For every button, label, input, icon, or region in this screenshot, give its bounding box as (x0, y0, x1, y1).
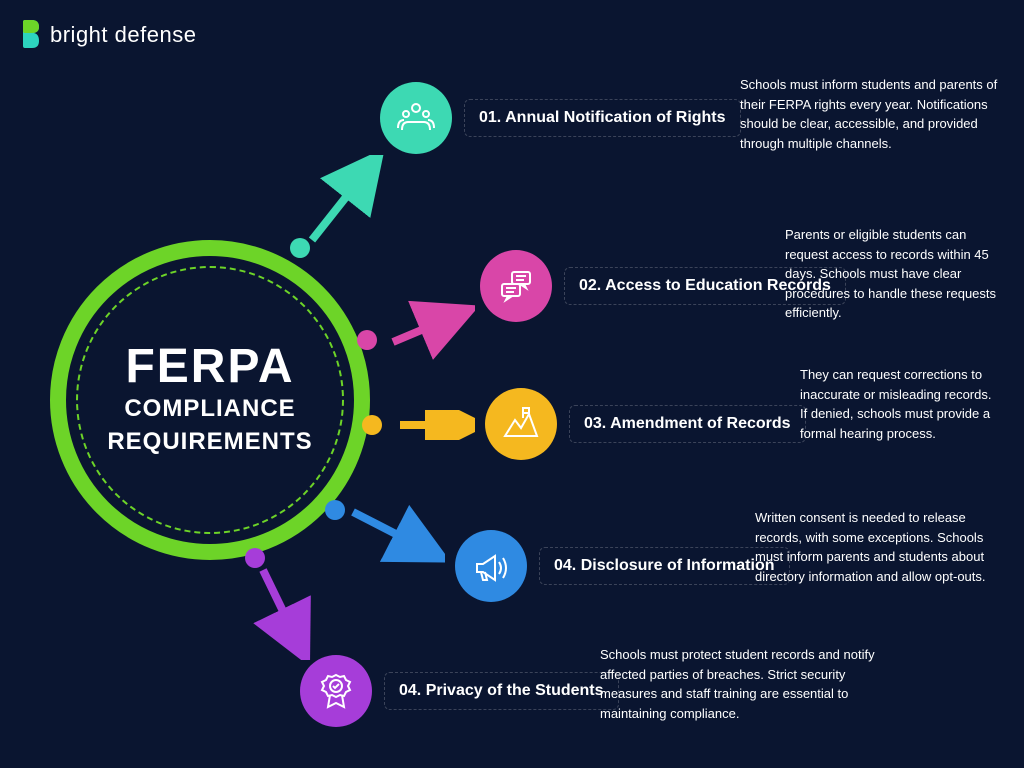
item-5: 04. Privacy of the Students (300, 655, 619, 727)
item-5-titlebox: 04. Privacy of the Students (384, 672, 619, 709)
item-1: 01. Annual Notification of Rights (380, 82, 741, 154)
item-5-circle (300, 655, 372, 727)
arrow-5 (248, 560, 318, 660)
node-dot-3 (362, 415, 382, 435)
center-sub2: REQUIREMENTS (107, 428, 312, 457)
center-sub1: COMPLIANCE (124, 395, 295, 424)
item-4-circle (455, 530, 527, 602)
arrow-2 (385, 300, 475, 370)
item-3-desc: They can request corrections to inaccura… (800, 365, 1000, 443)
node-dot-4 (325, 500, 345, 520)
item-4-titlebox: 04. Disclosure of Information (539, 547, 790, 584)
megaphone-icon (471, 546, 511, 586)
badge-icon (316, 671, 356, 711)
item-4: 04. Disclosure of Information (455, 530, 790, 602)
mountain-icon (501, 404, 541, 444)
logo-icon (20, 20, 42, 50)
center-text: FERPA COMPLIANCE REQUIREMENTS (50, 240, 370, 560)
arrow-1 (300, 155, 390, 255)
item-1-desc: Schools must inform students and parents… (740, 75, 1000, 153)
item-5-title: 04. Privacy of the Students (399, 682, 604, 699)
item-1-circle (380, 82, 452, 154)
node-dot-2 (357, 330, 377, 350)
people-icon (396, 98, 436, 138)
chat-icon (496, 266, 536, 306)
item-4-title: 04. Disclosure of Information (554, 557, 775, 574)
item-1-title: 01. Annual Notification of Rights (479, 109, 726, 126)
item-4-desc: Written consent is needed to release rec… (755, 508, 995, 586)
item-2-circle (480, 250, 552, 322)
item-1-titlebox: 01. Annual Notification of Rights (464, 99, 741, 136)
arrow-3 (395, 410, 475, 440)
item-2-desc: Parents or eligible students can request… (785, 225, 1005, 323)
item-3: 03. Amendment of Records (485, 388, 806, 460)
item-3-title: 03. Amendment of Records (584, 415, 791, 432)
logo: bright defense (20, 20, 196, 50)
center-title: FERPA (125, 343, 294, 391)
main-circle: FERPA COMPLIANCE REQUIREMENTS (50, 240, 370, 560)
item-3-titlebox: 03. Amendment of Records (569, 405, 806, 442)
item-3-circle (485, 388, 557, 460)
arrow-4 (345, 500, 445, 570)
item-5-desc: Schools must protect student records and… (600, 645, 900, 723)
logo-text: bright defense (50, 22, 196, 48)
